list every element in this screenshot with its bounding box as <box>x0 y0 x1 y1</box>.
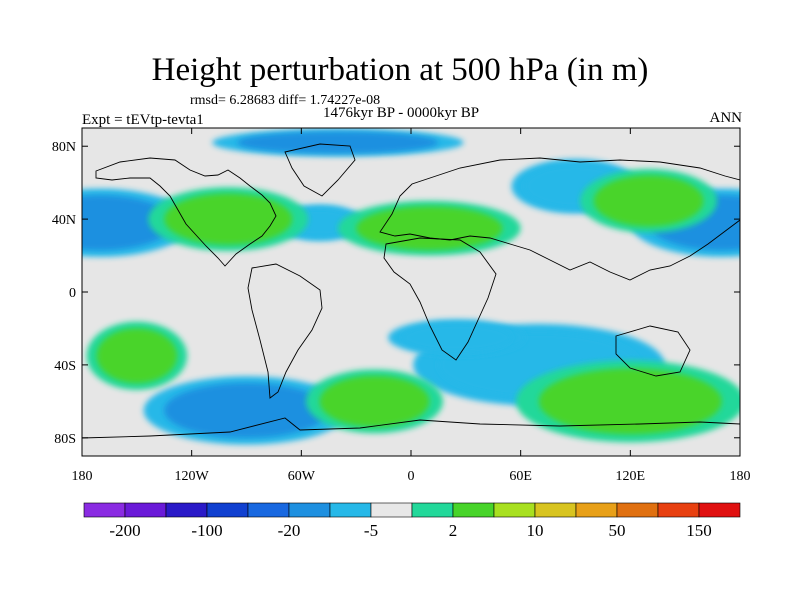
colorbar-swatch <box>698 502 741 518</box>
colorbar-swatch <box>124 502 167 518</box>
colorbar-swatch <box>411 502 454 518</box>
period-label: 1476kyr BP - 0000kyr BP <box>323 105 480 121</box>
coastlines <box>82 143 740 439</box>
colorbar: -200 -100 -20 -5 2 10 50 150 <box>83 502 741 540</box>
lon-tick-label: 120W <box>175 469 210 484</box>
contour-feature-11 <box>356 206 503 251</box>
plot-title: Height perturbation at 500 hPa (in m) <box>151 52 649 88</box>
lon-tick-label: 60E <box>509 469 532 484</box>
season-label: ANN <box>709 110 743 126</box>
lon-tick-label: 180 <box>72 469 93 484</box>
lon-tick-label: 180 <box>730 469 751 484</box>
lat-tick-label: 0 <box>69 286 76 301</box>
contour-field <box>82 128 740 445</box>
contour-feature-9 <box>538 368 722 435</box>
colorbar-label: -20 <box>278 521 301 540</box>
contour-feature-7 <box>401 322 512 353</box>
lat-tick-label: 80N <box>52 140 76 155</box>
colorbar-label: -100 <box>191 521 222 540</box>
colorbar-label: 50 <box>609 521 626 540</box>
colorbar-swatch <box>83 502 126 518</box>
lon-tick-label: 120E <box>616 469 646 484</box>
colorbar-swatch <box>616 502 659 518</box>
colorbar-swatch <box>206 502 249 518</box>
colorbar-label: 2 <box>449 521 458 540</box>
colorbar-swatch <box>452 502 495 518</box>
colorbar-label: -200 <box>109 521 140 540</box>
lat-tick-label: 40N <box>52 213 76 228</box>
colorbar-swatch <box>370 502 413 518</box>
lat-tick-label: 40S <box>54 359 76 374</box>
contour-feature-10 <box>164 193 293 245</box>
contour-feature-12 <box>593 175 704 227</box>
colorbar-swatch <box>165 502 208 518</box>
contour-feature-5 <box>164 383 329 438</box>
lat-tick-label: 80S <box>54 432 76 447</box>
experiment-label: Expt = tEVtp-tevta1 <box>82 112 204 128</box>
colorbar-label: -5 <box>364 521 378 540</box>
colorbar-swatch <box>288 502 331 518</box>
contour-feature-13 <box>319 375 430 427</box>
colorbar-swatch <box>575 502 618 518</box>
colorbar-swatch <box>657 502 700 518</box>
colorbar-swatch <box>247 502 290 518</box>
axis-ticks: 80N 40N 0 40S 80S 180 120W 60W 0 60E 120E 180 <box>52 128 751 484</box>
colorbar-label: 150 <box>686 521 712 540</box>
colorbar-label: 10 <box>527 521 544 540</box>
lon-tick-label: 60W <box>288 469 316 484</box>
contour-feature-8 <box>96 328 178 384</box>
colorbar-swatch <box>329 502 372 518</box>
colorbar-swatch <box>534 502 577 518</box>
colorbar-swatch <box>493 502 536 518</box>
contour-feature-0 <box>82 195 174 251</box>
lon-tick-label: 0 <box>408 469 415 484</box>
contour-feature-3 <box>237 131 439 154</box>
stats-label: rmsd= 6.28683 diff= 1.74227e-08 <box>190 93 381 108</box>
